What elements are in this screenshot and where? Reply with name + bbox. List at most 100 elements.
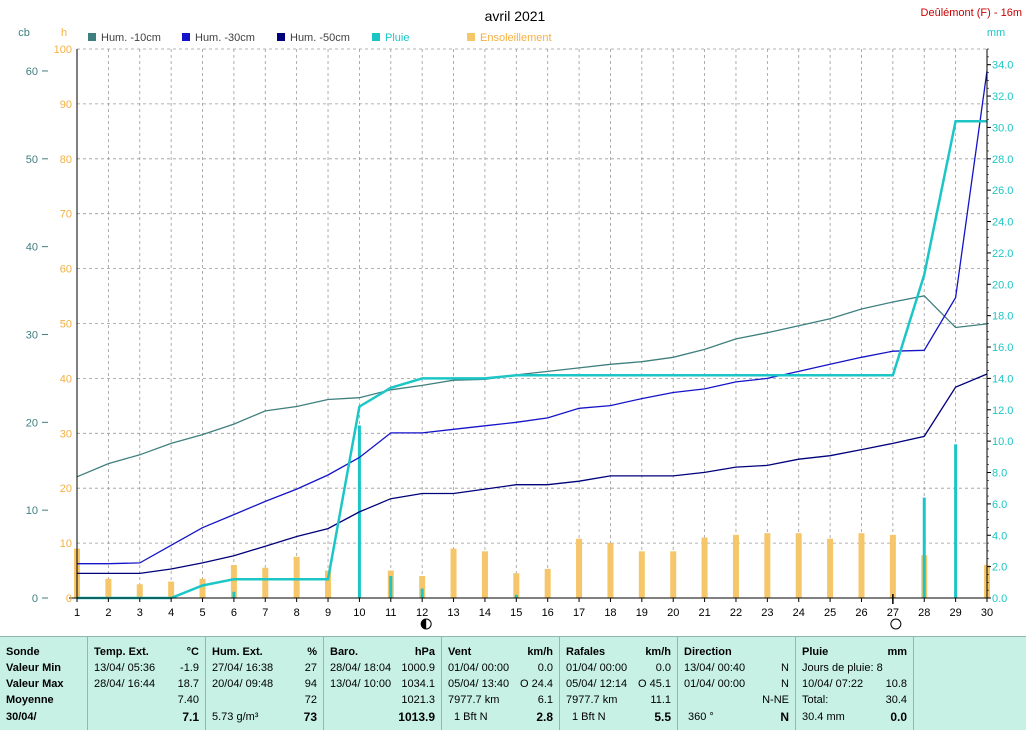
daily-rain-bar (389, 576, 393, 598)
legend-label: Hum. -30cm (195, 32, 255, 44)
sunshine-bar (638, 551, 645, 598)
sunshine-bar (670, 551, 677, 598)
h-tick-label: 10 (60, 538, 72, 550)
sunshine-bar (764, 533, 771, 598)
mm-tick-label: 14.0 (992, 373, 1013, 385)
x-tick-label: 20 (667, 607, 679, 619)
cb-tick-label: 0 (32, 593, 38, 605)
series-line-hum-50cm (77, 373, 988, 575)
legend-label: Pluie (385, 32, 409, 44)
legend-swatch (467, 33, 475, 41)
h-tick-label: 20 (60, 483, 72, 495)
h-tick-label: 60 (60, 264, 72, 276)
mm-tick-label: 24.0 (992, 217, 1013, 229)
x-tick-label: 3 (137, 607, 143, 619)
mm-tick-label: 16.0 (992, 342, 1013, 354)
mm-tick-label: 34.0 (992, 60, 1013, 72)
sunshine-bar (732, 534, 739, 598)
mm-tick-label: 20.0 (992, 279, 1013, 291)
x-tick-label: 18 (604, 607, 616, 619)
mm-tick-label: 30.0 (992, 122, 1013, 134)
sunshine-bar (701, 537, 708, 598)
x-tick-label: 23 (761, 607, 773, 619)
legend-swatch (277, 33, 285, 41)
h-tick-label: 70 (60, 209, 72, 221)
legend-swatch (88, 33, 96, 41)
mm-tick-label: 4.0 (992, 530, 1007, 542)
gusts-column: Rafales km/h 01/04/ 00:00 0.0 05/04/ 12:14… (560, 637, 678, 730)
x-tick-label: 5 (199, 607, 205, 619)
daily-rain-bar (954, 444, 958, 598)
mm-tick-label: 2.0 (992, 562, 1007, 574)
legend-label: Hum. -10cm (101, 32, 161, 44)
temp-column: Temp. Ext. °C 13/04/ 05:36 -1.9 28/04/ 16:… (88, 637, 206, 730)
mm-tick-label: 32.0 (992, 91, 1013, 103)
cb-tick-label: 40 (26, 242, 38, 254)
x-tick-label: 6 (231, 607, 237, 619)
mm-tick-label: 10.0 (992, 436, 1013, 448)
rain-column: Pluie mm Jours de pluie: 8 10/04/ 07:22 10… (796, 637, 914, 730)
x-tick-label: 14 (479, 607, 491, 619)
mm-tick-label: 0.0 (992, 593, 1007, 605)
x-tick-label: 30 (981, 607, 993, 619)
x-tick-label: 28 (918, 607, 930, 619)
moon-shade (421, 619, 427, 629)
h-unit-label: h (61, 27, 67, 39)
sunshine-bar (607, 543, 614, 598)
sunshine-bar (168, 581, 175, 598)
mm-tick-label: 22.0 (992, 248, 1013, 260)
x-tick-label: 26 (855, 607, 867, 619)
sunshine-bar (544, 568, 551, 598)
sunshine-bar (105, 578, 112, 598)
x-tick-label: 9 (325, 607, 331, 619)
h-tick-label: 0 (66, 593, 72, 605)
mm-tick-label: 12.0 (992, 405, 1013, 417)
chart-title: avril 2021 (485, 8, 546, 24)
chart-lines (76, 70, 988, 600)
x-tick-label: 15 (510, 607, 522, 619)
x-tick-label: 21 (698, 607, 710, 619)
series-line-hum-10cm (76, 295, 988, 478)
full-moon-icon (890, 618, 902, 630)
weather-chart: 0 10 20 30 40 50 60 cb 0 10 20 30 40 50 60 70 80 90 100 h 0.… (18, 7, 1022, 630)
legend-swatch (372, 33, 380, 41)
mm-tick-label: 28.0 (992, 154, 1013, 166)
x-tick-label: 13 (447, 607, 459, 619)
humidity-column: Hum. Ext.% 27/04/ 16:38 27 20/04/ 09:48 94… (206, 637, 324, 730)
empty-column (914, 637, 1025, 730)
row-labels: Sonde Valeur Min Valeur Max Moyenne 30/0… (0, 637, 88, 730)
daily-rain-bar (232, 591, 236, 598)
x-tick-label: 7 (262, 607, 268, 619)
x-tick-label: 16 (542, 607, 554, 619)
sunshine-bar (136, 584, 143, 598)
sunshine-bar (858, 533, 865, 598)
sunshine-bar (199, 578, 206, 598)
x-tick-label: 8 (294, 607, 300, 619)
x-tick-label: 11 (385, 607, 396, 619)
legend-swatch (182, 33, 190, 41)
x-tick-label: 12 (416, 607, 428, 619)
sunshine-bar (889, 534, 896, 598)
sunshine-bar (262, 567, 269, 598)
legend-label: Ensoleillement (480, 32, 552, 44)
series-line-hum-30cm (77, 70, 988, 565)
x-tick-label: 22 (730, 607, 742, 619)
x-tick-label: 17 (573, 607, 585, 619)
cb-tick-label: 10 (26, 505, 38, 517)
h-tick-label: 30 (60, 428, 72, 440)
h-tick-label: 80 (60, 154, 72, 166)
mm-tick-label: 6.0 (992, 499, 1007, 511)
sunshine-bar (450, 548, 457, 598)
x-tick-label: 1 (74, 607, 80, 619)
mm-tick-label: 26.0 (992, 185, 1013, 197)
daily-rain-bar (514, 594, 518, 598)
chart-legend: Hum. -10cm Hum. -30cm Hum. -50cm Pluie Ensol… (88, 32, 552, 44)
cb-tick-label: 60 (26, 66, 38, 78)
sunshine-bar (513, 573, 520, 598)
chart-axes: 0 10 20 30 40 50 60 cb 0 10 20 30 40 50 60 70 80 90 100 h 0.… (18, 27, 1013, 630)
sunshine-bar (827, 538, 834, 598)
cb-tick-label: 30 (26, 329, 38, 341)
station-label: Deûlémont (F) - 16m (921, 7, 1022, 19)
series-line-pluie (77, 119, 987, 600)
x-tick-label: 29 (949, 607, 961, 619)
